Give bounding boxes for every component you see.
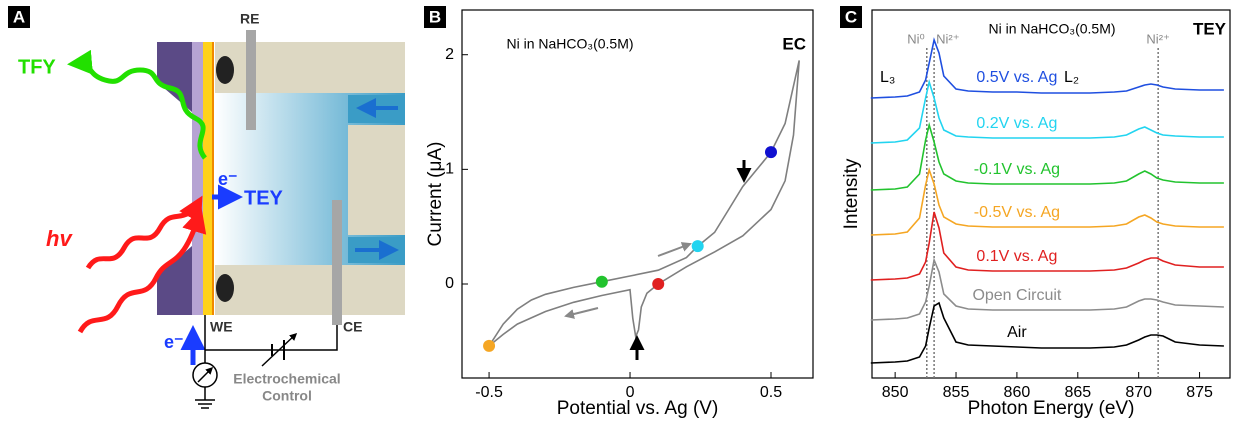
reference-label: Ni⁰ bbox=[907, 31, 925, 46]
x-axis-label: Photon Energy (eV) bbox=[968, 398, 1135, 419]
x-tick-label: 860 bbox=[1004, 384, 1031, 401]
label: TFY bbox=[18, 56, 56, 78]
label: Control bbox=[262, 388, 312, 404]
series-label: Open Circuit bbox=[972, 287, 1061, 304]
data-point bbox=[764, 146, 777, 159]
label: e⁻ bbox=[218, 169, 238, 189]
annotation: EC bbox=[782, 34, 806, 53]
x-tick-label: 875 bbox=[1186, 384, 1213, 401]
o-ring bbox=[216, 274, 234, 302]
data-point bbox=[595, 275, 608, 288]
data-line bbox=[870, 78, 1224, 144]
circuit-wire bbox=[195, 315, 338, 409]
fluorescence-wave bbox=[67, 49, 208, 160]
ammeter-needle bbox=[197, 366, 214, 383]
data-line bbox=[870, 211, 1224, 281]
panel-a: A TFY RE e⁻ TEY hv WE CE e⁻ Electrochemi… bbox=[8, 6, 405, 409]
label: RE bbox=[240, 11, 259, 27]
x-tick-label: 865 bbox=[1064, 384, 1091, 401]
plot-frame bbox=[461, 9, 814, 379]
data-line bbox=[488, 60, 800, 347]
data-point bbox=[652, 277, 665, 290]
data-line bbox=[870, 257, 1224, 321]
membrane bbox=[192, 42, 203, 315]
data-line bbox=[870, 121, 1224, 191]
window-holder bbox=[157, 246, 192, 315]
annotation: Ni in NaHCO₃(0.5M) bbox=[988, 21, 1115, 37]
xray-wave bbox=[77, 207, 207, 334]
x-tick-label: 0 bbox=[626, 384, 635, 401]
label: Electrochemical bbox=[233, 371, 340, 387]
o-ring bbox=[216, 56, 234, 84]
data-point bbox=[691, 240, 704, 253]
scan-arrow bbox=[564, 307, 599, 319]
annotation: Ni in NaHCO₃(0.5M) bbox=[506, 36, 633, 52]
annotation: L₂ bbox=[1064, 69, 1079, 86]
series-label: 0.2V vs. Ag bbox=[976, 115, 1057, 132]
series-label: -0.1V vs. Ag bbox=[974, 161, 1060, 178]
xray-wave bbox=[85, 195, 203, 270]
panel-label-box bbox=[8, 6, 30, 28]
annotation: TEY bbox=[1193, 19, 1227, 38]
cell-insert bbox=[348, 125, 405, 235]
series-label: -0.5V vs. Ag bbox=[974, 204, 1060, 221]
series-label: 0.1V vs. Ag bbox=[976, 248, 1057, 265]
y-tick-label: 1 bbox=[445, 161, 454, 178]
y-tick-label: 0 bbox=[445, 275, 454, 292]
data-line bbox=[870, 301, 1224, 364]
data-line bbox=[870, 167, 1224, 236]
panel-label: C bbox=[845, 7, 857, 26]
window-holder bbox=[157, 42, 192, 112]
label: WE bbox=[210, 319, 233, 335]
reference-label: Ni²⁺ bbox=[936, 31, 959, 46]
counter-electrode bbox=[332, 200, 342, 325]
panel-label-box bbox=[840, 6, 862, 28]
x-tick-label: -0.5 bbox=[475, 384, 503, 401]
panel-label: B bbox=[429, 7, 441, 26]
x-tick-label: 870 bbox=[1125, 384, 1152, 401]
label: e⁻ bbox=[164, 332, 184, 352]
y-tick-label: 2 bbox=[445, 46, 454, 63]
panel-label: A bbox=[13, 7, 25, 26]
reference-electrode bbox=[246, 30, 256, 130]
y-axis-label: Current (μA) bbox=[425, 142, 446, 247]
electrode bbox=[203, 42, 212, 315]
plot-frame bbox=[871, 9, 1231, 379]
series-label: 0.5V vs. Ag bbox=[976, 69, 1057, 86]
electrode-film bbox=[212, 42, 214, 315]
data-point bbox=[483, 339, 496, 352]
series-label: Air bbox=[1007, 324, 1027, 341]
label: CE bbox=[343, 319, 362, 335]
x-tick-label: 855 bbox=[943, 384, 970, 401]
reference-label: Ni²⁺ bbox=[1146, 31, 1169, 46]
x-tick-label: 0.5 bbox=[760, 384, 782, 401]
y-axis-label: Intensity bbox=[841, 158, 862, 229]
x-tick-label: 850 bbox=[882, 384, 909, 401]
label: TEY bbox=[244, 187, 284, 209]
data-line bbox=[870, 37, 1224, 99]
scan-arrow bbox=[657, 242, 692, 257]
battery bbox=[271, 340, 285, 360]
label: hv bbox=[46, 226, 73, 251]
annotation: L₃ bbox=[880, 69, 895, 86]
x-axis-label: Potential vs. Ag (V) bbox=[557, 398, 719, 419]
panel-label-box bbox=[424, 6, 446, 28]
variable-arrow bbox=[261, 332, 298, 367]
panel-b-decor bbox=[564, 160, 752, 360]
